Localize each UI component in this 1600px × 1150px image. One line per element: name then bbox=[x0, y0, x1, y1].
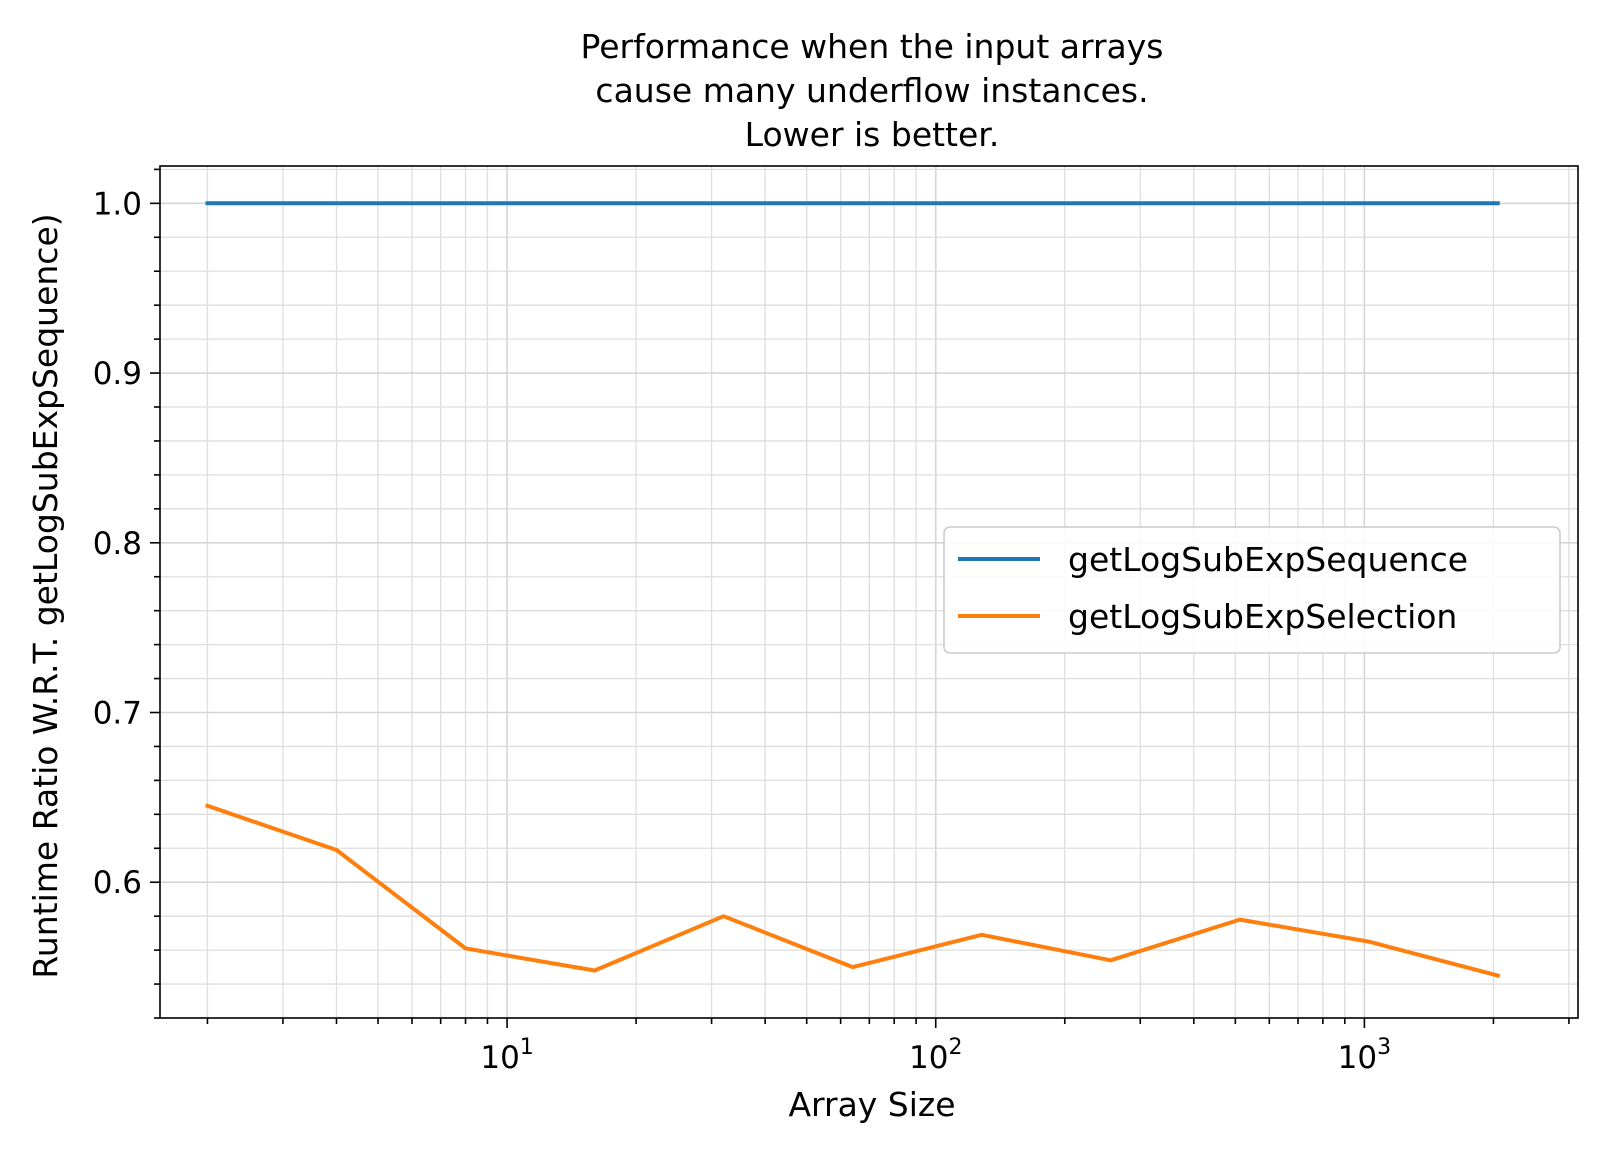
y-axis-label: Runtime Ratio W.R.T. getLogSubExpSequenc… bbox=[26, 213, 65, 978]
x-tick-label: 102 bbox=[909, 1035, 962, 1076]
y-tick-label: 1.0 bbox=[93, 186, 142, 222]
y-tick-label: 0.9 bbox=[93, 356, 142, 392]
y-tick-label: 0.8 bbox=[93, 526, 142, 562]
title-line-3: Lower is better. bbox=[745, 115, 1000, 154]
x-axis-label: Array Size bbox=[788, 1085, 955, 1124]
x-tick-label: 103 bbox=[1338, 1035, 1391, 1076]
grid bbox=[160, 166, 1578, 1019]
series-line-2 bbox=[204, 803, 1501, 979]
title-line-1: Performance when the input arrays bbox=[581, 27, 1164, 66]
title-line-2: cause many underflow instances. bbox=[595, 71, 1148, 110]
axis-ticks bbox=[150, 168, 1570, 1028]
y-tick-label: 0.6 bbox=[93, 865, 142, 901]
y-tick-label: 0.7 bbox=[93, 696, 142, 732]
legend: getLogSubExpSequence getLogSubExpSelectio… bbox=[943, 526, 1561, 654]
tick-labels: 0.6 0.7 0.8 0.9 1.0 101 102 103 bbox=[93, 186, 1391, 1076]
legend-label: getLogSubExpSequence bbox=[1068, 540, 1468, 579]
legend-box bbox=[943, 526, 1561, 654]
chart-title: Performance when the input arrays cause … bbox=[581, 27, 1164, 154]
series-layer bbox=[204, 201, 1501, 979]
x-tick-label: 101 bbox=[480, 1035, 533, 1076]
legend-label: getLogSubExpSelection bbox=[1068, 597, 1457, 636]
